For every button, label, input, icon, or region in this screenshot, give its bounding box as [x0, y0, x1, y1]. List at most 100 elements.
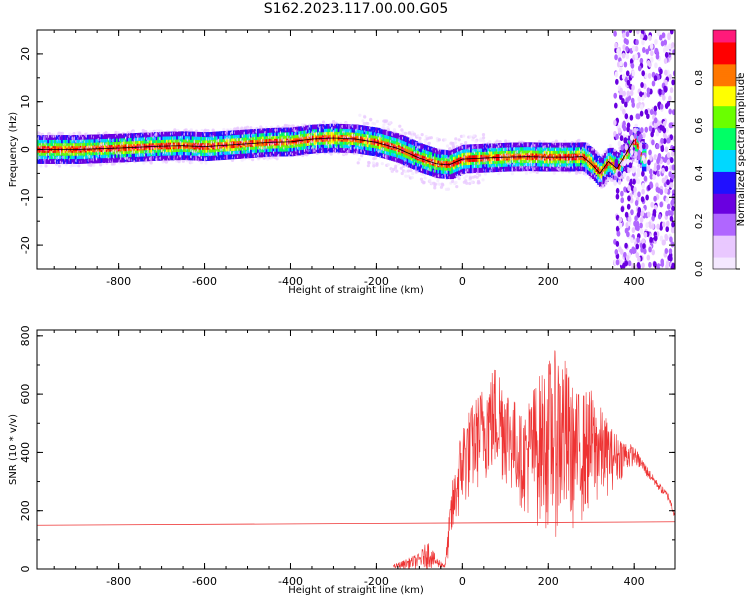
- noise-dot: [669, 215, 674, 222]
- noise-dot: [622, 108, 626, 115]
- halo-dot: [404, 174, 408, 178]
- halo-dot: [452, 146, 456, 150]
- noise-dot: [649, 173, 654, 180]
- noise-dot: [637, 135, 641, 142]
- noise-dot: [640, 210, 645, 217]
- noise-dot: [671, 221, 675, 228]
- noise-dot: [668, 43, 672, 50]
- noise-dot: [649, 168, 653, 175]
- noise-dot: [644, 126, 649, 133]
- halo-dot: [402, 164, 406, 168]
- noise-dot: [626, 126, 630, 133]
- noise-dot: [649, 154, 653, 161]
- halo-dot: [124, 161, 129, 165]
- noise-dot: [648, 149, 652, 156]
- noise-dot: [662, 127, 667, 134]
- noise-dot: [653, 117, 658, 124]
- snr-y-tick-label: 200: [19, 500, 32, 521]
- halo-dot: [149, 160, 153, 164]
- noise-dot: [620, 190, 624, 197]
- noise-dot: [662, 138, 667, 145]
- halo-dot: [155, 129, 159, 133]
- halo-dot: [437, 138, 441, 142]
- halo-dot: [475, 175, 479, 179]
- noise-dot: [664, 51, 669, 58]
- noise-dot: [649, 108, 654, 115]
- noise-dot: [617, 127, 622, 134]
- halo-dot: [457, 138, 461, 142]
- noise-dot: [621, 73, 626, 80]
- halo-dot: [401, 131, 405, 135]
- noise-dot: [635, 243, 640, 250]
- halo-dot: [510, 172, 514, 176]
- noise-dot: [625, 31, 630, 38]
- halo-dot: [229, 128, 233, 132]
- halo-dot: [399, 166, 403, 170]
- halo-dot: [357, 157, 361, 161]
- snr-x-tick-label: 0: [459, 575, 466, 588]
- halo-dot: [480, 138, 485, 142]
- noise-dot: [625, 53, 630, 60]
- halo-dot: [190, 160, 194, 165]
- noise-dot: [658, 34, 663, 41]
- halo-dot: [44, 164, 48, 168]
- halo-dot: [465, 181, 469, 185]
- halo-dot: [409, 136, 413, 140]
- halo-dot: [141, 128, 145, 133]
- noise-dot: [671, 41, 675, 48]
- noise-dot: [626, 79, 631, 86]
- halo-dot: [371, 161, 376, 165]
- halo-dot: [131, 130, 136, 134]
- noise-dot: [614, 54, 618, 61]
- noise-dot: [614, 71, 619, 78]
- halo-dot: [497, 172, 501, 176]
- noise-dot: [636, 171, 641, 178]
- spectrogram-y-tick-label: 0: [19, 146, 32, 153]
- halo-dot: [181, 159, 185, 163]
- noise-dot: [622, 32, 626, 39]
- noise-dot: [643, 34, 648, 41]
- noise-dot: [635, 39, 639, 46]
- halo-dot: [116, 130, 120, 135]
- noise-dot: [660, 137, 664, 144]
- noise-dot: [636, 113, 641, 120]
- noise-dot: [634, 45, 639, 52]
- noise-dot: [646, 254, 651, 261]
- noise-dot: [613, 119, 617, 126]
- noise-dot: [639, 104, 644, 111]
- noise-dot: [664, 247, 669, 254]
- halo-dot: [96, 131, 101, 136]
- noise-dot: [631, 227, 636, 234]
- halo-dot: [142, 161, 146, 165]
- halo-dot: [418, 139, 422, 143]
- noise-dot: [626, 175, 630, 182]
- noise-dot: [624, 242, 628, 249]
- halo-dot: [329, 152, 333, 156]
- halo-dot: [385, 119, 389, 123]
- noise-dot: [615, 193, 620, 200]
- halo-dot: [72, 131, 76, 136]
- noise-dot: [627, 185, 631, 192]
- noise-dot: [618, 216, 623, 223]
- colorbar-tick-label: 0.4: [694, 165, 705, 181]
- noise-dot: [664, 234, 669, 241]
- noise-dot: [656, 164, 661, 171]
- noise-dot: [659, 68, 663, 75]
- halo-dot: [441, 183, 445, 187]
- noise-dot: [637, 154, 641, 161]
- noise-dot: [629, 197, 634, 204]
- noise-dot: [670, 150, 675, 157]
- snr-x-axis-label: Height of straight line (km): [288, 585, 424, 596]
- noise-dot: [651, 249, 656, 256]
- noise-dot: [655, 130, 660, 137]
- noise-dot: [633, 220, 637, 227]
- noise-dot: [614, 102, 618, 109]
- noise-dot: [669, 30, 674, 35]
- noise-dot: [629, 89, 634, 96]
- noise-dot: [621, 98, 625, 105]
- colorbar-cell: [713, 30, 736, 33]
- noise-dot: [617, 178, 622, 185]
- noise-dot: [651, 215, 655, 222]
- halo-dot: [596, 152, 601, 156]
- noise-dot: [661, 221, 666, 228]
